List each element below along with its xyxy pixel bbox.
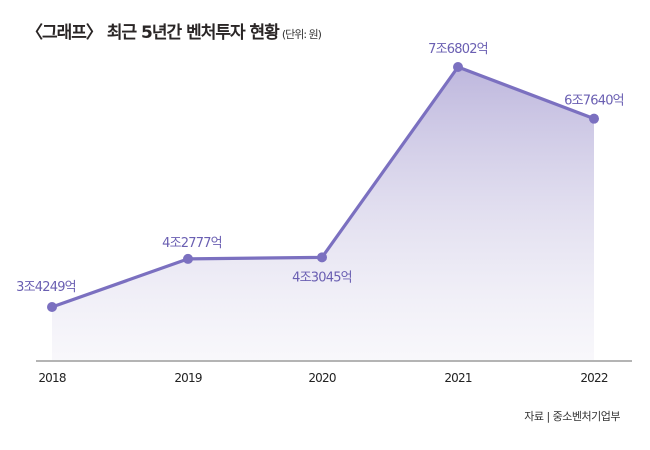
data-point [317, 252, 327, 263]
area-fill [52, 67, 594, 360]
data-label: 3조4249억 [16, 280, 76, 295]
data-label: 4조2777억 [162, 236, 222, 251]
x-tick-label: 2019 [174, 371, 202, 385]
x-tick-label: 2022 [580, 371, 608, 385]
unit-label: (단위: 원) [281, 28, 322, 41]
data-point [47, 302, 57, 312]
x-tick-label: 2020 [308, 371, 336, 385]
data-label: 7조6802억 [428, 42, 488, 57]
x-tick-label: 2021 [444, 371, 472, 385]
source-note: 자료 | 중소벤처기업부 [524, 410, 620, 423]
data-point [589, 113, 599, 124]
chart-title: 〈그래프〉 최근 5년간 벤처투자 현황 (단위: 원) [26, 18, 322, 43]
data-label: 6조7640억 [564, 94, 624, 109]
x-tick-label: 2018 [38, 371, 66, 385]
data-point [453, 62, 463, 73]
title-text: 〈그래프〉 최근 5년간 벤처투자 현황 [26, 23, 280, 43]
data-label: 4조3045억 [292, 270, 352, 285]
data-point [183, 253, 193, 264]
